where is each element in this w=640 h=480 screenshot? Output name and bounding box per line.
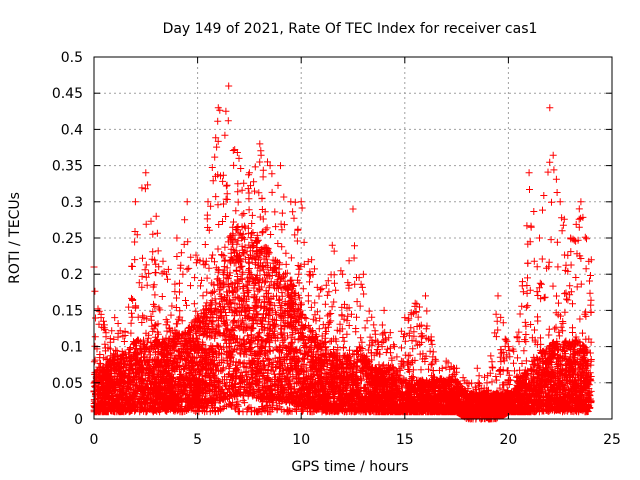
y-tick-label: 0.05 bbox=[52, 376, 83, 392]
x-tick-label: 5 bbox=[193, 432, 202, 448]
x-tick-label: 0 bbox=[90, 432, 99, 448]
y-tick-label: 0.2 bbox=[61, 267, 83, 283]
axis-ticks bbox=[93, 56, 613, 420]
y-tick-label: 0.15 bbox=[52, 303, 83, 319]
y-tick-label: 0.35 bbox=[52, 159, 83, 175]
y-tick-label: 0.4 bbox=[61, 122, 83, 138]
y-tick-label: 0.25 bbox=[52, 231, 83, 247]
y-tick-label: 0.3 bbox=[61, 195, 83, 211]
x-tick-label: 10 bbox=[292, 432, 310, 448]
y-tick-labels: 0 0.05 0.1 0.15 0.2 0.25 0.3 0.35 0.4 0.45 0.5 bbox=[52, 50, 83, 428]
y-tick-label: 0.5 bbox=[61, 50, 83, 66]
x-tick-label: 25 bbox=[603, 432, 621, 448]
y-axis-label: ROTI / TECUs bbox=[7, 192, 23, 284]
x-tick-label: 15 bbox=[396, 432, 414, 448]
x-axis-label: GPS time / hours bbox=[291, 459, 408, 475]
y-tick-label: 0 bbox=[74, 412, 83, 428]
x-tick-label: 20 bbox=[499, 432, 517, 448]
x-tick-labels: 0 5 10 15 20 25 bbox=[90, 432, 621, 448]
y-tick-label: 0.45 bbox=[52, 86, 83, 102]
chart-title: Day 149 of 2021, Rate Of TEC Index for r… bbox=[163, 21, 538, 37]
data-points bbox=[90, 82, 595, 423]
y-tick-label: 0.1 bbox=[61, 340, 83, 356]
roti-scatter-marks bbox=[90, 82, 595, 423]
